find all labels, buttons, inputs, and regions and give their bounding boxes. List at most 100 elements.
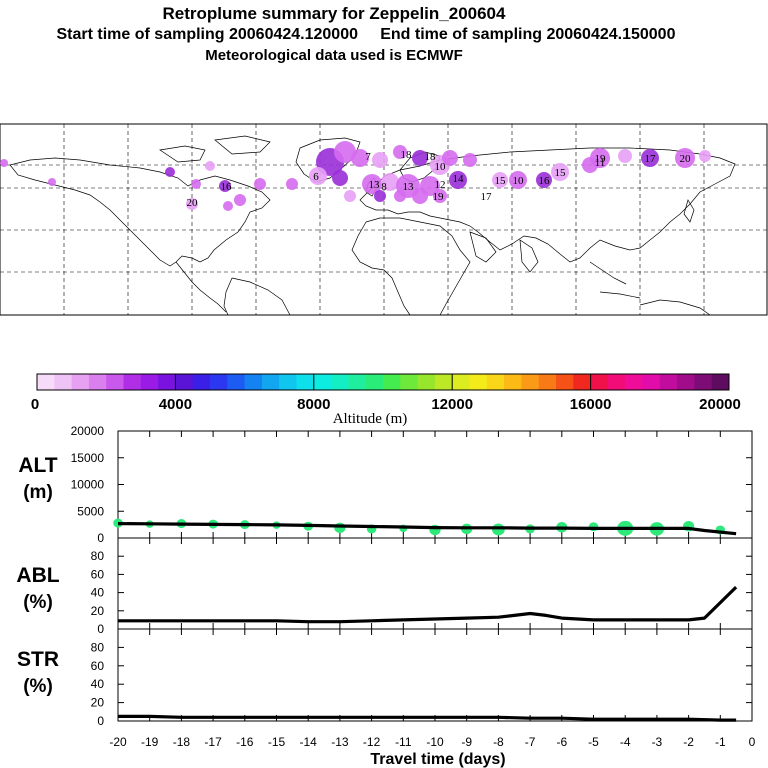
x-tick-label: -1 xyxy=(715,735,726,749)
panel-ylabel-unit: (%) xyxy=(23,676,53,697)
plume-cluster xyxy=(0,159,8,167)
plume-cluster xyxy=(332,170,348,186)
plume-cluster xyxy=(412,188,428,204)
altitude-colorbar: 0 4000 8000 12000 16000 20000 Altitude (m) xyxy=(31,373,741,427)
colorbar-cell xyxy=(192,374,211,390)
colorbar-cell xyxy=(296,374,315,390)
time-series-panels: 0 5000 10000 15000 20000 ALT (m) 0 20 40 60 80 ABL (%… xyxy=(16,424,755,749)
x-tick-labels: -20 -19 -18 -17 -16 -15 -14 -13 -12 -11 -10 -9 -8 -7-… xyxy=(109,735,755,749)
x-tick-label: -13 xyxy=(331,735,349,749)
plume-cluster xyxy=(536,172,552,188)
y-tick-label: 20000 xyxy=(71,424,105,438)
plume-cluster xyxy=(374,190,386,202)
colorbar-cell xyxy=(434,374,453,390)
colorbar-tick-label: 12000 xyxy=(431,396,473,413)
colorbar-cell xyxy=(261,374,280,390)
cluster-label: 20 xyxy=(680,153,692,165)
x-tick-label: -20 xyxy=(109,735,127,749)
cluster-label: 19 xyxy=(595,153,607,165)
x-tick-label: -2 xyxy=(683,735,694,749)
panel-ylabel-name: ALT xyxy=(18,454,57,477)
x-tick-label: -12 xyxy=(363,735,381,749)
colorbar-cell xyxy=(175,374,194,390)
plume-cluster xyxy=(590,148,610,168)
plume-cluster xyxy=(309,167,327,185)
colorbar-cell xyxy=(331,374,349,390)
x-axis-title: Travel time (days) xyxy=(370,751,505,768)
plume-cluster xyxy=(191,179,201,189)
colorbar-cell xyxy=(279,374,297,390)
colorbar-cell xyxy=(538,374,557,390)
colorbar-tick-label: 0 xyxy=(31,396,39,413)
colorbar-xlabel: Altitude (m) xyxy=(333,411,408,427)
plume-cluster xyxy=(412,150,428,166)
plume-cluster xyxy=(509,171,527,189)
plume-cluster xyxy=(219,180,231,192)
colorbar-cell xyxy=(486,374,505,390)
panel-alt: 0 5000 10000 15000 20000 ALT (m) xyxy=(18,424,753,545)
colorbar-cell xyxy=(71,374,90,390)
y-tick-label: 5000 xyxy=(77,504,104,518)
plume-cluster xyxy=(223,201,233,211)
cluster-label: 8 xyxy=(381,181,387,193)
cluster-label: 12 xyxy=(435,179,446,191)
y-tick-label: 0 xyxy=(97,622,104,636)
series-line-str xyxy=(118,714,737,722)
plume-cluster xyxy=(699,150,711,162)
y-tick-label: 20 xyxy=(91,604,105,618)
colorbar-cell xyxy=(383,374,401,390)
cluster-label: 6 xyxy=(313,171,319,183)
plume-cluster xyxy=(234,194,246,206)
plume-cluster xyxy=(286,178,298,190)
colorbar-cell xyxy=(88,374,107,390)
colorbar-cell xyxy=(313,374,332,390)
colorbar-tick-label: 4000 xyxy=(159,396,192,413)
map-graticule xyxy=(0,124,767,315)
colorbar-cell xyxy=(694,374,713,390)
x-tick-label: -4 xyxy=(620,735,631,749)
panel-abl: 0 20 40 60 80 ABL (%) xyxy=(16,537,753,636)
plume-cluster xyxy=(362,174,382,194)
colorbar-cell xyxy=(677,374,695,390)
colorbar-cell xyxy=(607,374,626,390)
colorbar-cell xyxy=(54,374,72,390)
plume-cluster xyxy=(675,148,695,168)
cluster-label: 7 xyxy=(365,151,371,163)
cluster-label: 10 xyxy=(513,175,525,187)
retroplume-clusters: 6 7 8 10 13 12 14 11 10 16 15 19 17 20 18 15 13 19 20 18 17 1… xyxy=(0,141,711,211)
y-tick-label: 80 xyxy=(91,549,105,563)
colorbar-cell xyxy=(504,374,522,390)
x-tick-label: -3 xyxy=(652,735,663,749)
x-tick-label: 0 xyxy=(749,735,756,749)
x-tick-label: -17 xyxy=(204,735,222,749)
cluster-label: 10 xyxy=(435,161,447,173)
plume-cluster xyxy=(492,172,508,188)
panel-ylabel-name: ABL xyxy=(16,564,59,587)
cluster-label: 11 xyxy=(595,157,606,169)
x-tick-label: -18 xyxy=(173,735,191,749)
plume-cluster xyxy=(254,178,266,190)
cluster-label: 15 xyxy=(495,175,507,187)
x-tick-label: -7 xyxy=(525,735,536,749)
colorbar-cell xyxy=(348,374,367,390)
series-line-alt xyxy=(117,522,737,536)
cluster-label: 17 xyxy=(645,153,657,165)
colorbar-cell xyxy=(573,374,591,390)
x-tick-label: -6 xyxy=(556,735,567,749)
y-tick-label: 0 xyxy=(97,714,104,728)
colorbar-cell xyxy=(642,374,661,390)
colorbar-cell xyxy=(158,374,176,390)
cluster-label: 13 xyxy=(369,179,381,191)
cluster-label: 14 xyxy=(453,173,465,185)
plume-cluster xyxy=(394,190,406,202)
x-tick-label: -11 xyxy=(395,735,412,749)
plume-cluster xyxy=(442,150,458,166)
panel-frame xyxy=(117,537,753,630)
colorbar-cell xyxy=(140,374,159,390)
panel-ylabel-name: STR xyxy=(17,648,59,671)
cluster-label: 18 xyxy=(425,151,437,163)
colorbar-tick-label: 20000 xyxy=(699,396,741,413)
colorbar-cell xyxy=(556,374,574,390)
x-tick-label: -16 xyxy=(236,735,254,749)
